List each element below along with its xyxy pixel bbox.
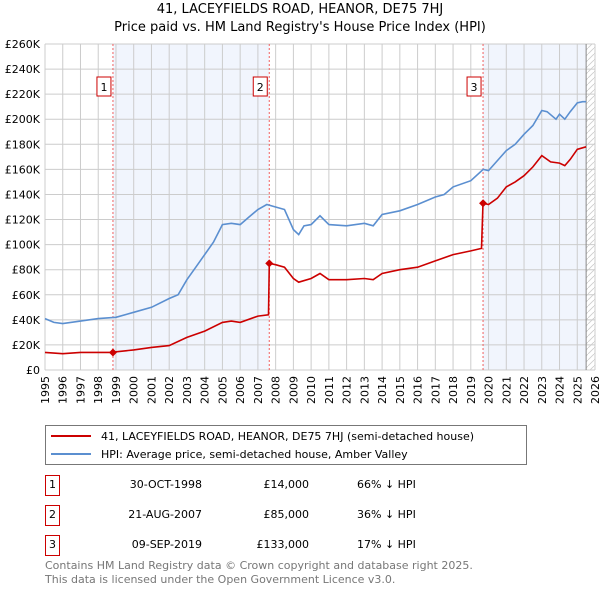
x-tick-label: 2014: [376, 376, 389, 404]
x-tick-label: 2018: [447, 376, 460, 404]
sale-price: £14,000: [263, 478, 310, 491]
x-tick-label: 2017: [429, 376, 442, 404]
x-tick-label: 2011: [323, 376, 336, 404]
x-tick-label: 2016: [412, 376, 425, 404]
legend-swatch-blue: [51, 453, 91, 455]
chart-title: 41, LACEYFIELDS ROAD, HEANOR, DE75 7HJ: [156, 2, 444, 17]
sale-hpi: 17% ↓ HPI: [357, 538, 416, 551]
x-tick-label: 2013: [358, 376, 371, 404]
y-tick-label: £0: [26, 364, 40, 377]
sale-point: [479, 199, 488, 208]
y-tick-label: £80K: [12, 264, 41, 277]
x-tick-label: 2026: [589, 376, 600, 404]
y-tick-label: £160K: [5, 163, 41, 176]
sale-hpi: 66% ↓ HPI: [357, 478, 416, 491]
x-tick-label: 2003: [181, 376, 194, 404]
sale-date: 09-SEP-2019: [131, 538, 202, 551]
sale-label: 1: [100, 81, 107, 94]
footer-copyright: Contains HM Land Registry data © Crown c…: [45, 559, 473, 572]
sale-label-box: [466, 76, 482, 97]
footer-licence: This data is licensed under the Open Gov…: [45, 573, 396, 586]
x-tick-label: 1996: [57, 376, 70, 404]
chart-subtitle: Price paid vs. HM Land Registry's House …: [114, 20, 486, 35]
y-tick-label: £40K: [12, 314, 41, 327]
sale-date: 21-AUG-2007: [128, 508, 202, 521]
y-tick-label: £180K: [5, 138, 41, 151]
x-tick-label: 2024: [554, 376, 567, 404]
sale-price: £133,000: [256, 538, 310, 551]
x-tick-label: 2021: [500, 376, 513, 404]
x-tick-label: 2007: [252, 376, 265, 404]
price-paid-line: [44, 146, 587, 355]
x-tick-label: 2025: [571, 376, 584, 404]
y-tick-label: £220K: [5, 88, 41, 101]
x-tick-label: 2004: [199, 376, 212, 404]
y-tick-label: £60K: [12, 289, 41, 302]
sale-number: 2: [45, 505, 60, 526]
x-tick-label: 2000: [128, 376, 141, 404]
legend-label: HPI: Average price, semi-detached house,…: [101, 447, 408, 461]
legend-item-price: 41, LACEYFIELDS ROAD, HEANOR, DE75 7HJ (…: [46, 429, 474, 443]
legend-swatch-red: [51, 435, 91, 437]
x-tick-label: 1995: [39, 376, 52, 404]
x-tick-label: 1999: [110, 376, 123, 404]
sale-label-box: [96, 76, 112, 97]
sale-label-box: [252, 76, 268, 97]
shaded-range: [483, 44, 587, 370]
x-tick-label: 2006: [234, 376, 247, 404]
y-tick-label: £140K: [5, 188, 41, 201]
y-tick-label: £120K: [5, 214, 41, 227]
x-tick-label: 2019: [465, 376, 478, 404]
sale-date: 30-OCT-1998: [129, 478, 202, 491]
sale-label: 3: [471, 81, 478, 94]
y-tick-label: £20K: [12, 339, 41, 352]
x-tick-label: 2002: [163, 376, 176, 404]
sale-price: £85,000: [263, 508, 310, 521]
sale-label: 2: [257, 81, 264, 94]
legend-item-hpi: HPI: Average price, semi-detached house,…: [46, 447, 408, 461]
x-tick-label: 1997: [74, 376, 87, 404]
x-tick-label: 2022: [518, 376, 531, 404]
x-tick-label: 2009: [287, 376, 300, 404]
legend-label: 41, LACEYFIELDS ROAD, HEANOR, DE75 7HJ (…: [101, 429, 475, 443]
y-tick-label: £260K: [5, 38, 41, 51]
x-tick-label: 2023: [536, 376, 549, 404]
y-tick-label: £100K: [5, 239, 41, 252]
sale-hpi: 36% ↓ HPI: [357, 508, 416, 521]
forecast-hatch: [586, 44, 595, 370]
hpi-line: [44, 100, 587, 325]
sale-point: [265, 259, 274, 268]
sale-number: 1: [45, 475, 60, 496]
x-tick-label: 2015: [394, 376, 407, 404]
x-tick-label: 2012: [341, 376, 354, 404]
x-tick-label: 1998: [92, 376, 105, 404]
shaded-range: [112, 44, 270, 370]
x-tick-label: 2005: [216, 376, 229, 404]
legend: 41, LACEYFIELDS ROAD, HEANOR, DE75 7HJ (…: [45, 425, 527, 465]
plot-area: 1995 1996 1997 1998 1999 2000 2001 2002 2003 2004…: [5, 38, 600, 404]
x-tick-label: 2010: [305, 376, 318, 404]
x-tick-label: 2020: [483, 376, 496, 404]
x-tick-label: 2001: [145, 376, 158, 404]
y-tick-label: £240K: [5, 63, 41, 76]
x-tick-label: 2008: [270, 376, 283, 404]
sale-point: [108, 348, 117, 357]
sale-number: 3: [45, 535, 60, 556]
y-tick-label: £200K: [5, 113, 41, 126]
